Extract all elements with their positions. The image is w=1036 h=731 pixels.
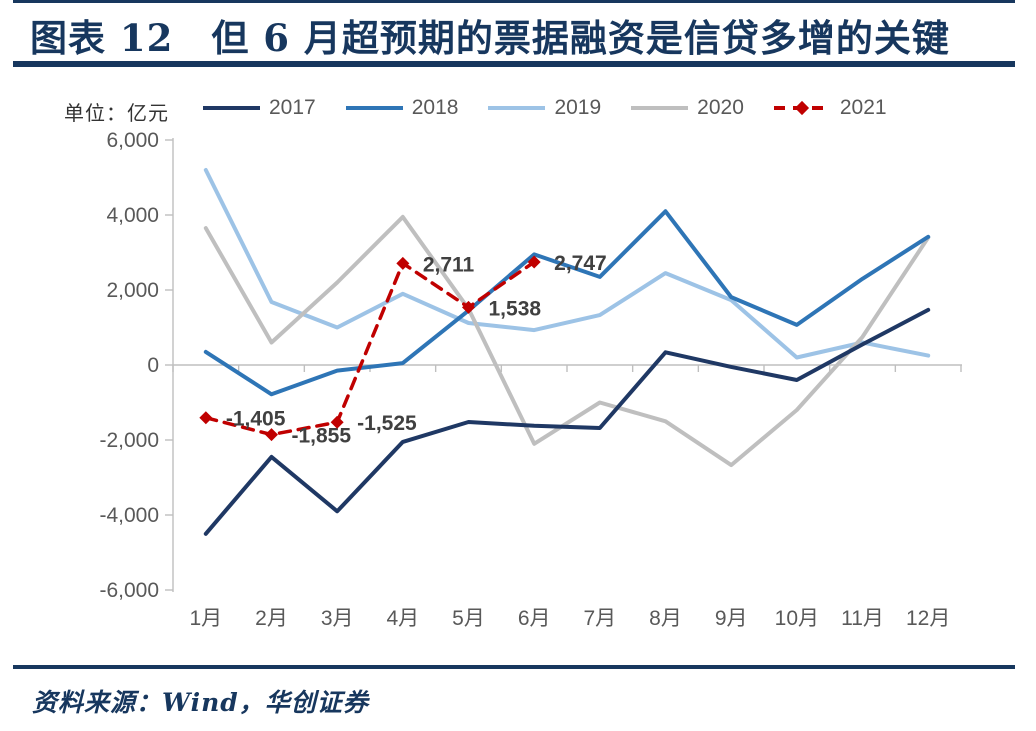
data-point-marker xyxy=(527,255,541,269)
data-point-marker xyxy=(330,415,344,429)
series-line-2018 xyxy=(203,209,931,397)
y-axis-label: 6,000 xyxy=(106,129,159,152)
chart-legend: 2017 2018 2019 2020 2021 xyxy=(203,96,887,120)
x-axis-label: 9月 xyxy=(715,607,748,630)
data-point-marker xyxy=(265,428,278,442)
series-line-2021 xyxy=(204,260,536,437)
y-axis-label: 0 xyxy=(147,354,159,377)
page-title: 图表 12 但 6 月超预期的票据融资是信贷多增的关键 xyxy=(30,16,950,60)
source-note: 资料来源：Wind，华创证券 xyxy=(32,688,369,717)
legend-swatch-2021-dashed-diamond xyxy=(773,106,831,110)
legend-swatch-2020-line xyxy=(631,106,689,110)
y-axis-label: 2,000 xyxy=(106,279,159,302)
legend-swatch-2018-line xyxy=(345,106,403,110)
data-point-label: -1,405 xyxy=(226,408,286,431)
data-point-marker xyxy=(462,300,475,314)
data-point-label: 2,711 xyxy=(423,253,475,276)
legend-item-2019: 2019 xyxy=(488,96,601,120)
y-axis-label: 4,000 xyxy=(106,204,159,227)
legend-label: 2019 xyxy=(554,96,602,119)
legend-swatch-2019-line xyxy=(488,106,546,110)
legend-item-2018: 2018 xyxy=(345,96,459,120)
legend-item-2017: 2017 xyxy=(203,96,316,120)
series-line-2019 xyxy=(203,168,931,360)
x-axis-label: 3月 xyxy=(321,607,354,630)
data-point-marker xyxy=(396,256,410,270)
x-axis-label: 5月 xyxy=(452,607,485,630)
x-axis-label: 7月 xyxy=(583,607,616,630)
x-axis-label: 6月 xyxy=(518,607,551,630)
x-axis-label: 11月 xyxy=(841,607,884,630)
series-line-2017 xyxy=(203,307,931,536)
data-point-marker xyxy=(199,411,213,425)
x-axis-label: 12月 xyxy=(906,607,950,630)
y-axis-label: -2,000 xyxy=(99,429,159,452)
data-point-label: -1,855 xyxy=(292,425,352,448)
top-divider xyxy=(13,0,1015,3)
legend-label: 2018 xyxy=(411,96,459,119)
footer-divider xyxy=(13,665,1015,669)
legend-swatch-2017-line xyxy=(203,106,260,110)
legend-label: 2021 xyxy=(839,96,887,119)
title-divider xyxy=(13,61,1015,67)
data-point-label: 2,747 xyxy=(554,252,607,275)
x-axis-label: 2月 xyxy=(255,607,288,630)
x-axis-label: 4月 xyxy=(386,607,419,630)
x-axis-label: 10月 xyxy=(775,607,819,630)
y-axis-label: -4,000 xyxy=(99,504,159,527)
legend-item-2020: 2020 xyxy=(631,96,744,120)
x-axis-label: 1月 xyxy=(189,607,222,630)
y-axis-label: -6,000 xyxy=(99,579,159,602)
legend-label: 2017 xyxy=(269,96,316,119)
series-line-2020 xyxy=(203,214,931,468)
legend-item-2021: 2021 xyxy=(773,96,887,120)
x-axis-label: 8月 xyxy=(649,607,682,630)
data-point-label: -1,525 xyxy=(357,412,417,435)
unit-label: 单位：亿元 xyxy=(64,103,169,125)
legend-label: 2020 xyxy=(697,96,744,119)
data-point-label: 1,538 xyxy=(489,297,542,320)
